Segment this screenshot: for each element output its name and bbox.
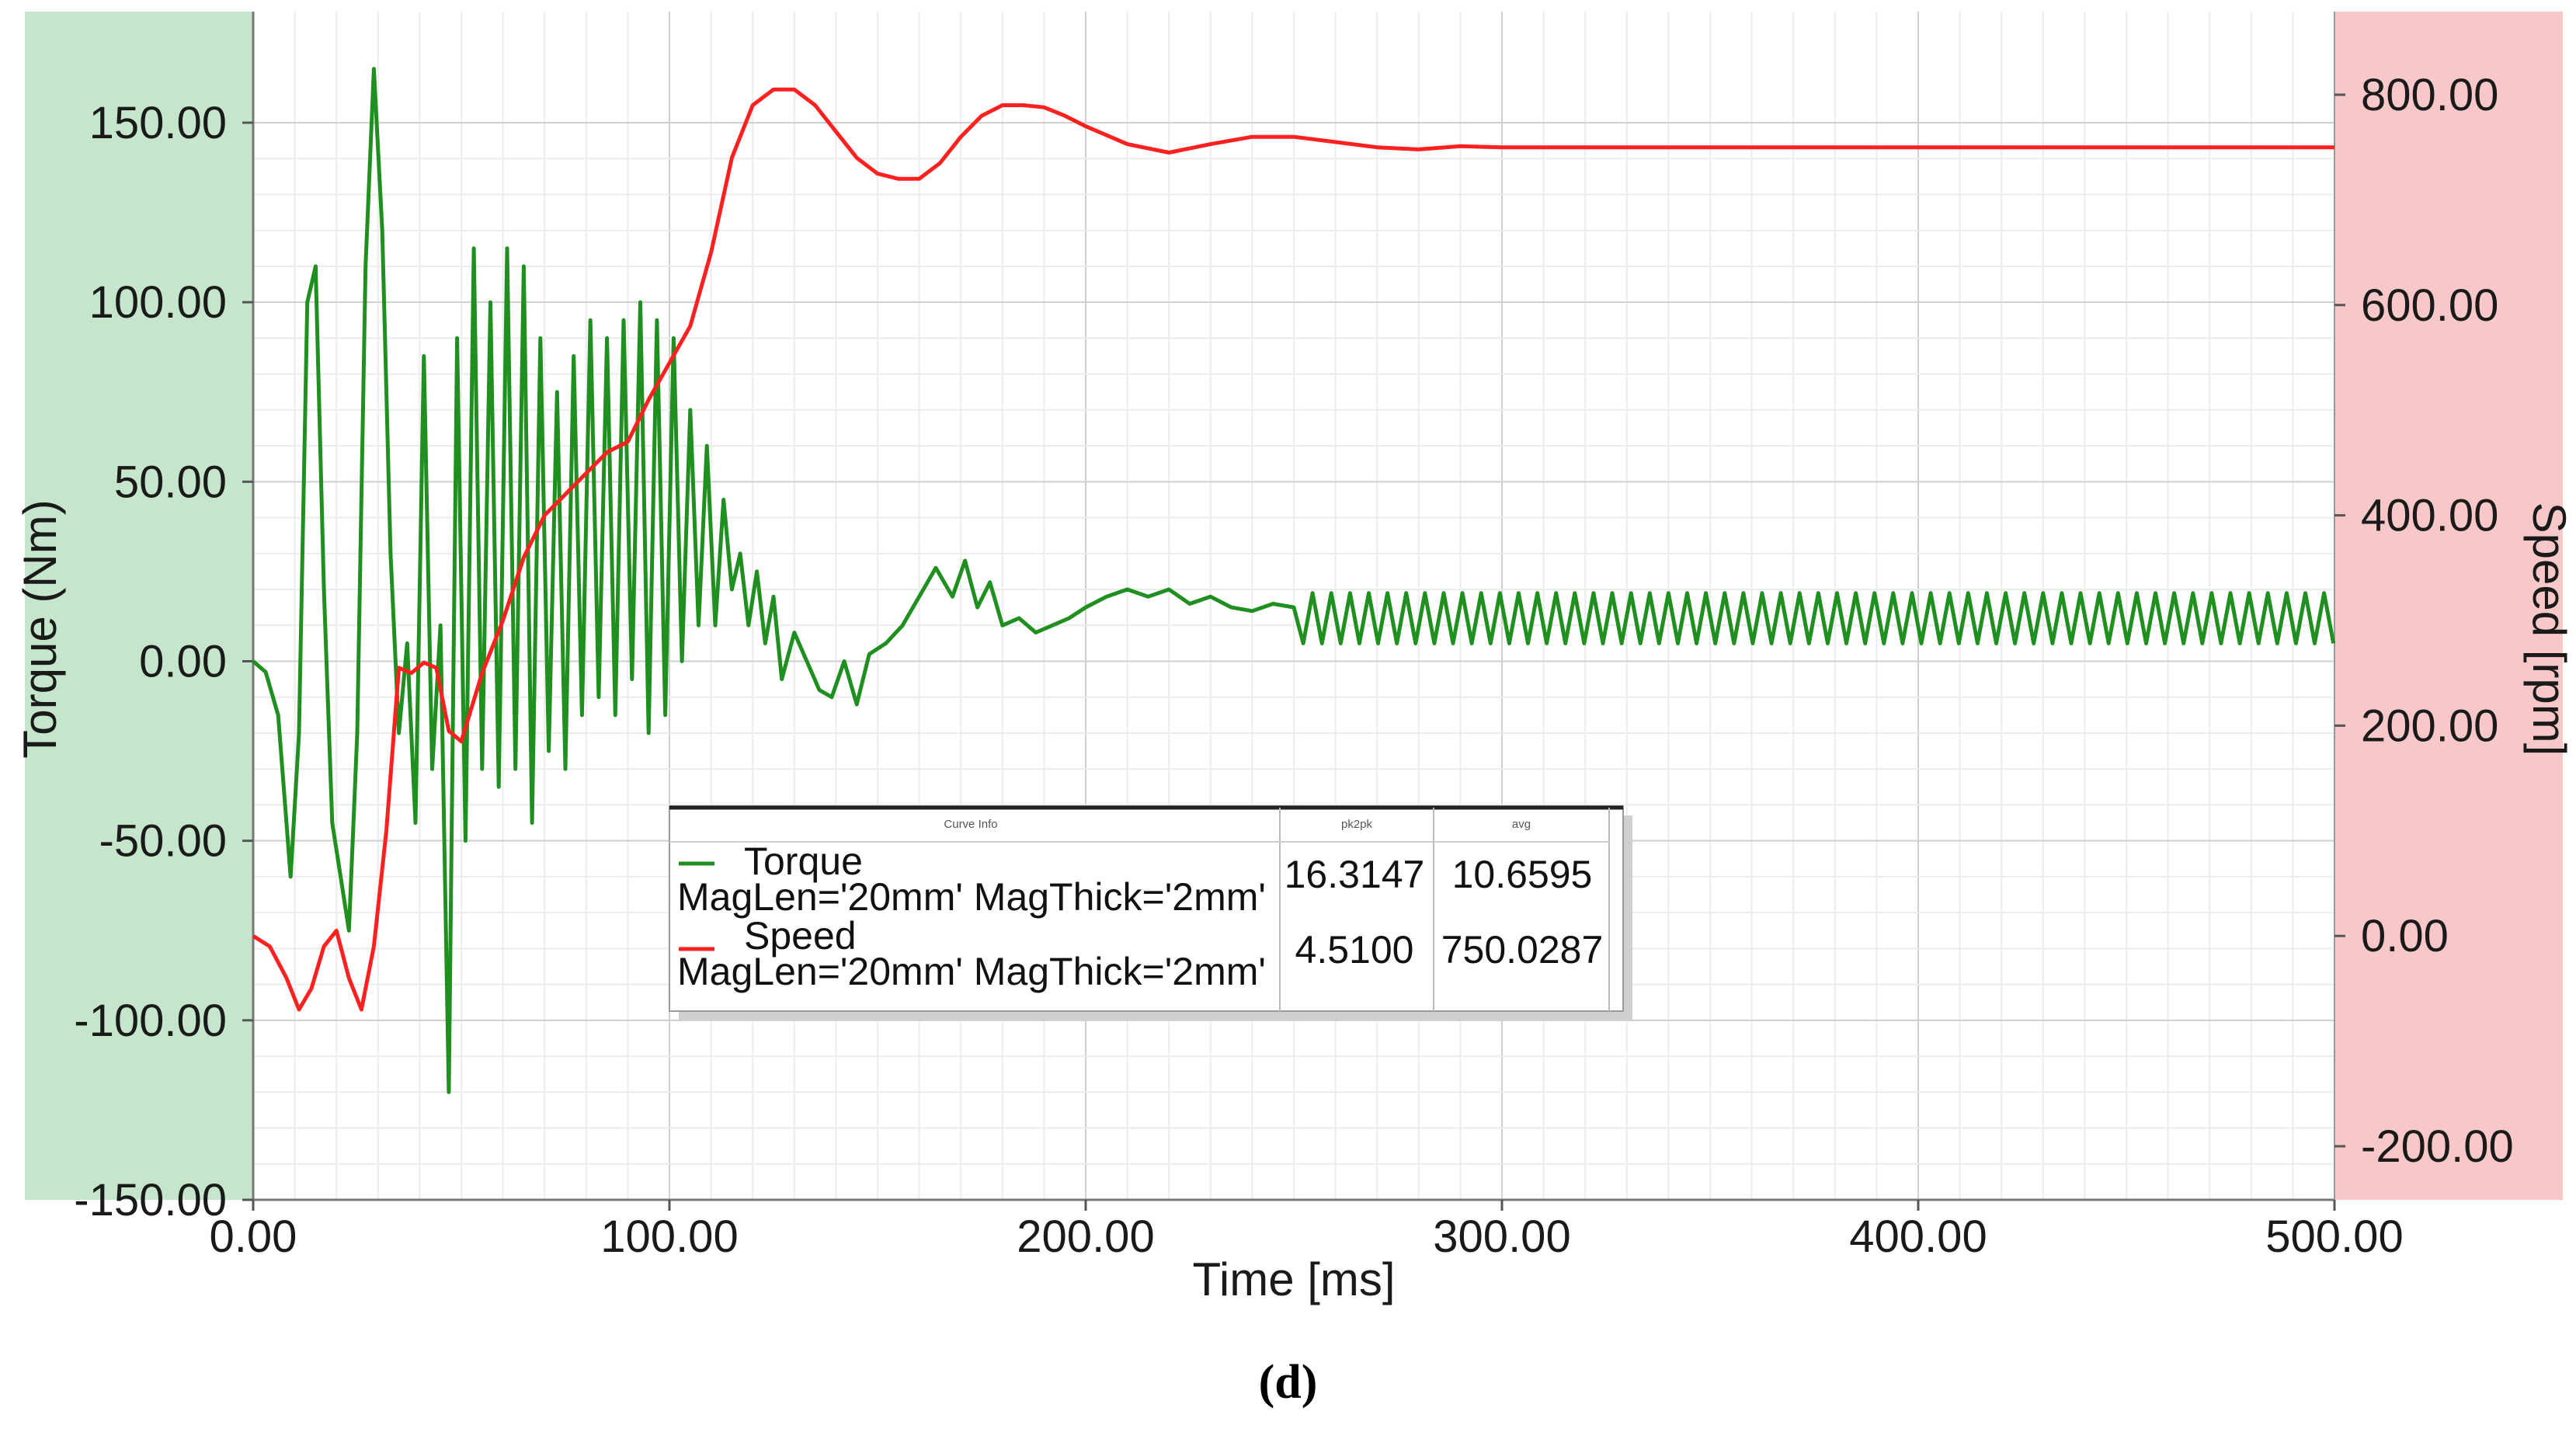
legend-header-pk2pk: pk2pk: [1341, 818, 1373, 831]
legend-torque-name: Torque: [744, 839, 863, 883]
legend-box: [669, 805, 1624, 1012]
legend-torque-avg: 10.6595: [1452, 853, 1593, 896]
y-left-tick-label: 50.00: [114, 457, 227, 507]
speed-axis-band: [2334, 12, 2563, 1200]
torque-axis-band: [25, 12, 253, 1200]
series-line-torque: [252, 67, 2336, 1094]
legend-header-curve-info: Curve Info: [944, 818, 997, 831]
y-left-tick-label: -150.00: [74, 1175, 227, 1225]
panel-label: (d): [1258, 1356, 1318, 1409]
x-tick-label: 0.00: [210, 1211, 297, 1262]
legend-speed-pk2pk: 4.5100: [1295, 928, 1414, 972]
y-right-tick-label: -200.00: [2361, 1121, 2514, 1172]
legend-table: Curve Info pk2pk avg Torque MagLen='20mm…: [669, 805, 1632, 1020]
y-left-tick-label: 150.00: [89, 98, 227, 148]
y-right-tick-label: 200.00: [2361, 700, 2498, 751]
y-axis-right-title: Speed [rpm]: [2523, 502, 2575, 756]
y-right-tick-label: 800.00: [2361, 70, 2498, 120]
x-tick-label: 400.00: [1849, 1211, 1987, 1262]
x-tick-label: 300.00: [1433, 1211, 1570, 1262]
y-left-tick-label: 0.00: [139, 637, 227, 687]
legend-speed-name: Speed: [744, 914, 857, 958]
legend-speed-avg: 750.0287: [1441, 928, 1604, 972]
series-line-speed: [252, 87, 2334, 1012]
y-left-tick-label: -50.00: [99, 816, 227, 867]
y-right-tick-label: 400.00: [2361, 491, 2498, 541]
y-right-tick-label: 0.00: [2361, 911, 2449, 961]
y-right-tick-label: 600.00: [2361, 280, 2498, 331]
y-left-tick-label: 100.00: [89, 277, 227, 328]
legend-torque-pk2pk: 16.3147: [1285, 853, 1425, 896]
x-tick-label: 100.00: [600, 1211, 738, 1262]
legend-header-avg: avg: [1512, 818, 1531, 831]
series-lines: [252, 67, 2336, 1094]
x-tick-label: 500.00: [2265, 1211, 2403, 1262]
legend-speed-params: MagLen='20mm' MagThick='2mm': [677, 950, 1266, 993]
x-tick-label: 200.00: [1017, 1211, 1154, 1262]
legend-torque-params: MagLen='20mm' MagThick='2mm': [677, 875, 1266, 919]
axis-ticks: 0.00 100.00 200.00 300.00 400.00 500.00 150.00…: [74, 70, 2513, 1262]
x-axis-title: Time [ms]: [1192, 1253, 1395, 1305]
y-axis-left-title: Torque (Nm): [14, 499, 66, 758]
y-left-tick-label: -100.00: [74, 996, 227, 1046]
